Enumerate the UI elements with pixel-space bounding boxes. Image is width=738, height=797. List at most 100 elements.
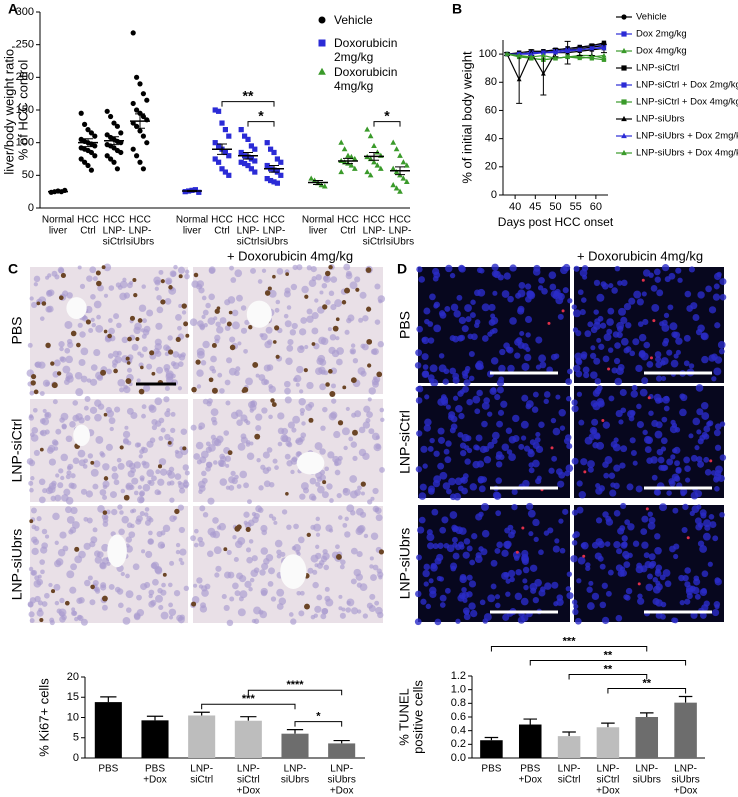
cell bbox=[369, 556, 374, 561]
nucleus bbox=[424, 394, 430, 400]
cell bbox=[86, 275, 93, 282]
nucleus bbox=[456, 294, 463, 301]
nucleus bbox=[465, 435, 472, 442]
cell bbox=[102, 463, 110, 471]
cell bbox=[226, 549, 232, 556]
cell bbox=[173, 264, 178, 270]
nucleus bbox=[607, 569, 614, 576]
cell bbox=[220, 455, 227, 463]
nucleus bbox=[462, 607, 470, 615]
nucleus bbox=[653, 489, 660, 496]
nucleus bbox=[529, 439, 536, 446]
nucleus bbox=[620, 316, 628, 324]
cell bbox=[157, 541, 165, 549]
cell bbox=[256, 457, 261, 463]
cell bbox=[47, 273, 52, 278]
cell bbox=[292, 377, 298, 382]
cell bbox=[65, 474, 71, 480]
cell bbox=[146, 363, 153, 370]
nucleus bbox=[495, 477, 502, 484]
cell bbox=[102, 480, 110, 488]
cell bbox=[339, 612, 346, 619]
cell bbox=[142, 461, 150, 469]
cell bbox=[198, 287, 205, 294]
cell bbox=[345, 272, 353, 280]
stained-nucleus bbox=[50, 589, 56, 594]
legend-label: LNP-siUbrs + Dox 4mg/kg bbox=[636, 148, 738, 159]
nucleus bbox=[704, 468, 712, 476]
cell bbox=[111, 508, 118, 516]
stained-nucleus bbox=[64, 600, 70, 606]
nucleus bbox=[661, 376, 667, 382]
nucleus bbox=[511, 504, 518, 511]
stained-nucleus bbox=[337, 420, 344, 426]
cell bbox=[116, 322, 122, 329]
nucleus bbox=[415, 590, 422, 598]
cell bbox=[58, 341, 65, 348]
cell bbox=[377, 611, 384, 619]
cell bbox=[235, 366, 241, 372]
nucleus bbox=[609, 489, 617, 497]
cell bbox=[139, 497, 145, 503]
stained-nucleus bbox=[308, 417, 314, 423]
cell bbox=[346, 317, 352, 324]
cell bbox=[299, 493, 306, 500]
nucleus bbox=[470, 299, 476, 305]
cell bbox=[123, 438, 129, 445]
y-tick-label: 0.0 bbox=[451, 752, 466, 764]
sem-bar bbox=[395, 166, 405, 176]
cell bbox=[132, 563, 140, 571]
cell bbox=[177, 266, 186, 274]
nucleus bbox=[571, 405, 579, 413]
stained-nucleus bbox=[162, 572, 167, 577]
x-tick-label: LNP- bbox=[129, 226, 152, 237]
nucleus bbox=[648, 516, 656, 524]
x-tick-label: +Dox bbox=[596, 786, 620, 797]
cell bbox=[323, 370, 329, 376]
stained-nucleus bbox=[365, 267, 372, 273]
nucleus bbox=[652, 585, 661, 594]
marker bbox=[577, 55, 583, 61]
cell bbox=[372, 487, 379, 495]
nucleus bbox=[714, 444, 722, 451]
nucleus bbox=[420, 598, 427, 605]
stained-nucleus bbox=[113, 368, 118, 374]
micrograph bbox=[414, 263, 573, 387]
bar bbox=[480, 740, 503, 758]
x-tick-label: Normal bbox=[302, 215, 334, 226]
marker bbox=[371, 142, 377, 149]
cell bbox=[315, 552, 322, 560]
nucleus bbox=[525, 346, 531, 353]
marker bbox=[140, 133, 146, 139]
nucleus bbox=[621, 541, 628, 548]
cell bbox=[310, 524, 316, 530]
nucleus bbox=[513, 555, 520, 561]
x-tick-label: Normal bbox=[176, 215, 208, 226]
cell bbox=[272, 458, 278, 464]
y-axis-label: % TUNEL bbox=[396, 688, 411, 746]
cell bbox=[306, 381, 314, 390]
cell bbox=[214, 334, 221, 342]
cell bbox=[350, 578, 357, 585]
cell bbox=[60, 412, 69, 421]
nucleus bbox=[490, 357, 499, 365]
marker bbox=[318, 67, 326, 75]
nucleus bbox=[616, 548, 623, 555]
cell bbox=[240, 327, 248, 334]
cell bbox=[342, 487, 349, 493]
nucleus bbox=[588, 580, 594, 586]
nucleus bbox=[602, 355, 610, 363]
marker bbox=[390, 139, 397, 145]
cell bbox=[66, 292, 73, 299]
cell bbox=[370, 532, 379, 540]
nucleus bbox=[522, 578, 528, 584]
nucleus bbox=[414, 362, 422, 369]
cell bbox=[180, 561, 185, 566]
marker bbox=[226, 133, 232, 139]
cell bbox=[42, 488, 48, 494]
stained-nucleus bbox=[285, 272, 289, 276]
x-tick-label: HCC bbox=[389, 215, 411, 226]
cell bbox=[177, 480, 182, 486]
x-tick-label: HCC bbox=[337, 215, 359, 226]
nucleus bbox=[467, 333, 474, 340]
